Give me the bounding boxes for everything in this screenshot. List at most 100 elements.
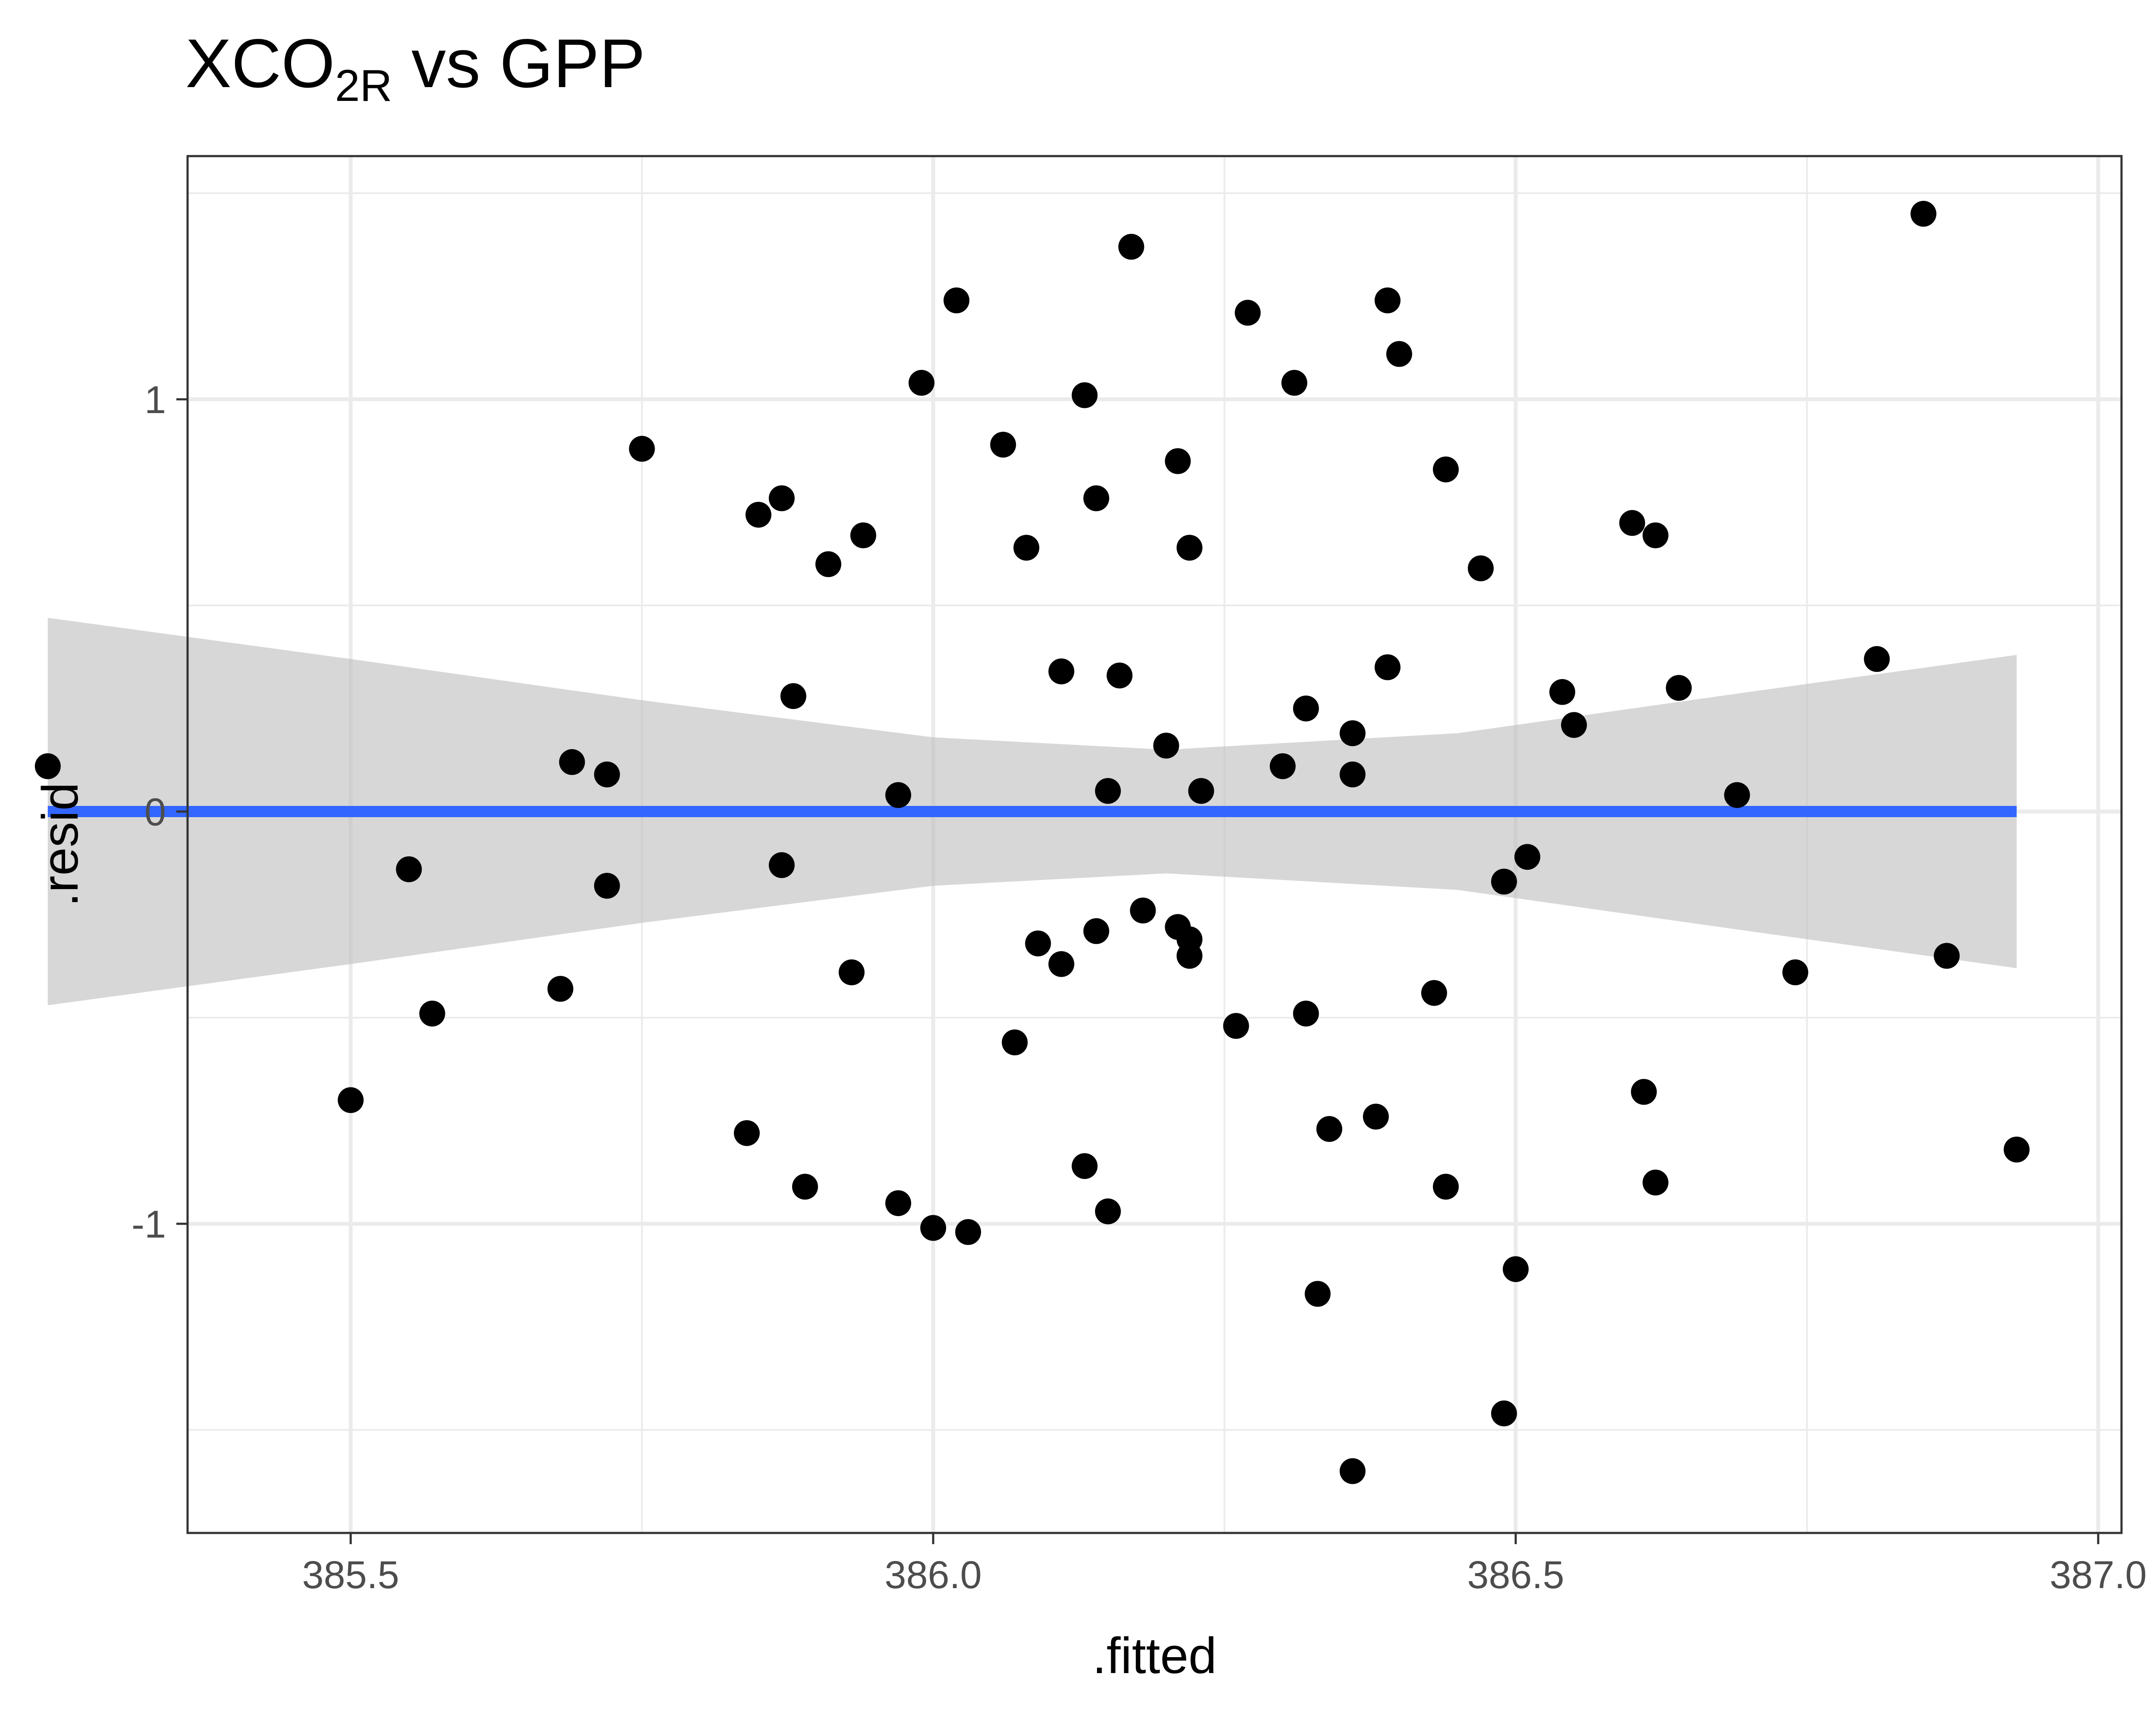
data-point [1468,555,1494,581]
data-point [1934,943,1960,969]
data-point [1188,778,1214,804]
data-point [1386,341,1412,367]
data-point [396,856,422,882]
data-point [792,1174,818,1200]
data-point [1095,778,1121,804]
y-axis-ticks: -1 0 1 [132,379,188,1246]
data-point [1339,720,1366,746]
data-point [559,749,585,775]
data-point [1491,868,1517,895]
data-point [1631,1079,1657,1105]
data-point [594,873,620,899]
y-tick-label: 0 [144,791,166,834]
grid-minor [188,156,2122,1533]
data-point [920,1215,946,1241]
data-point [943,287,970,313]
data-point [1176,943,1203,969]
data-point [1235,300,1261,326]
y-tick-label: 1 [144,379,166,422]
data-point [1642,522,1669,549]
title-rest: vs GPP [392,25,646,102]
data-point [745,501,771,528]
data-point [1083,918,1109,944]
data-point [1048,658,1075,684]
data-point [1374,287,1401,313]
data-point [1176,535,1203,561]
data-point [1864,646,1890,672]
data-point [1281,370,1307,396]
data-point [1910,201,1937,227]
data-point [1002,1029,1028,1056]
data-point [1223,1013,1249,1039]
x-axis-title: .fitted [1092,1627,1217,1684]
x-axis-ticks: 385.5 386.0 386.5 387.0 [302,1533,2147,1597]
x-tick-label: 385.5 [302,1554,399,1597]
data-point [1083,485,1109,511]
data-point [768,852,795,878]
title-main: XCO [185,25,335,102]
data-point [1433,1174,1459,1200]
data-point [419,1000,445,1027]
data-point [1130,897,1156,924]
data-point [1433,456,1459,483]
data-point [850,522,876,549]
data-point [1642,1169,1669,1196]
data-point [1072,382,1098,408]
data-point [768,485,795,511]
data-point [1503,1256,1529,1282]
data-point [1269,753,1296,779]
data-point [1666,675,1692,701]
data-point [1363,1103,1389,1130]
data-point [1782,959,1808,985]
data-point [815,551,841,577]
data-point [1025,930,1051,956]
data-point [885,1190,912,1216]
data-point [1106,662,1133,689]
data-point [839,959,865,985]
data-point [1339,1458,1366,1484]
y-axis-title: .resid [32,782,89,907]
data-point [955,1219,981,1245]
data-point [1095,1198,1121,1225]
data-point [629,436,655,462]
data-point [1293,696,1319,721]
data-point [594,762,620,787]
data-point [1072,1153,1098,1179]
data-point [1514,844,1541,870]
data-point [1619,510,1645,536]
x-tick-label: 386.5 [1467,1554,1564,1597]
panel-border [186,155,2123,1534]
data-point [1724,782,1750,808]
data-point [1304,1281,1331,1307]
data-point [1316,1116,1342,1142]
data-point [1118,234,1144,260]
data-point [1549,679,1576,705]
points-layer [34,201,2030,1484]
data-point [1561,712,1587,738]
title-subscript: 2R [335,61,392,111]
data-point [338,1087,364,1113]
data-point [1048,951,1075,977]
x-tick-label: 387.0 [2049,1554,2147,1597]
data-point [780,683,806,709]
x-tick-label: 386.0 [885,1554,982,1597]
y-tick-label: -1 [132,1203,166,1246]
data-point [547,976,573,1002]
data-point [733,1120,760,1146]
data-point [1421,980,1447,1006]
data-point [1339,762,1366,787]
data-point [990,432,1016,458]
data-point [909,370,935,396]
data-point [1491,1400,1517,1426]
data-point [1374,654,1401,680]
data-point [1165,448,1191,474]
chart-title: XCO2R vs GPP [185,25,645,111]
data-point [885,782,912,808]
data-point [1013,535,1040,561]
data-point [1153,733,1179,759]
data-point [1293,1000,1319,1027]
data-point [2003,1136,2030,1163]
data-point [34,753,61,779]
